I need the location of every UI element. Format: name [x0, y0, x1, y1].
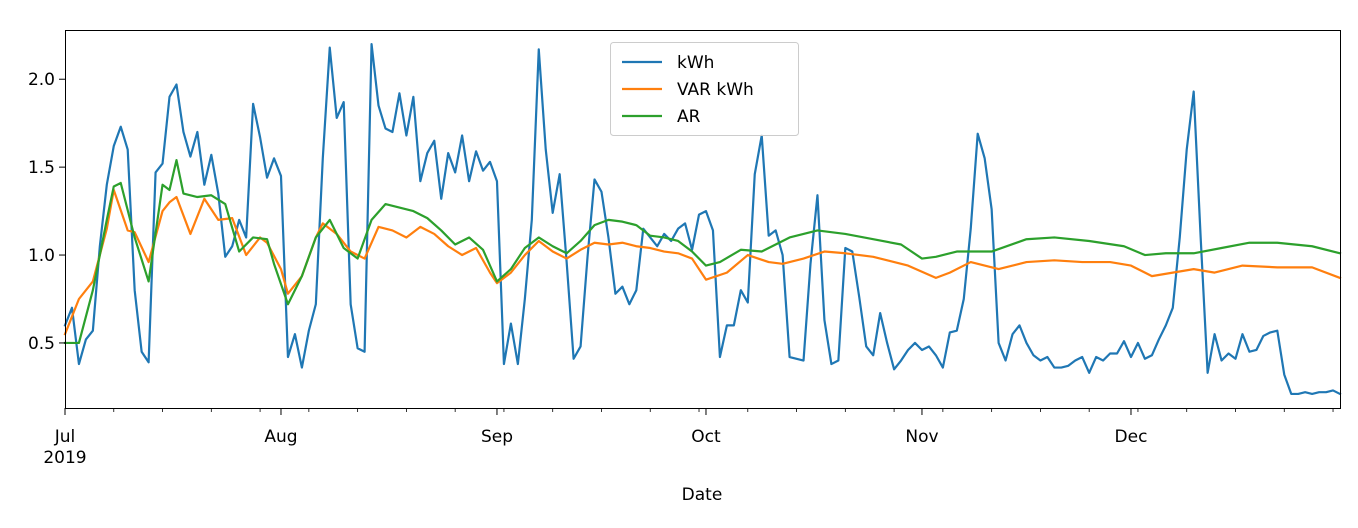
x-tick-label: Jul — [54, 427, 76, 447]
legend-label: kWh — [677, 53, 714, 73]
x-tick-label: Aug — [264, 427, 297, 447]
y-tick-label: 0.5 — [28, 334, 55, 354]
y-axis: 0.5 1.0 1.5 2.0 — [28, 70, 65, 354]
x-tick-label: Nov — [905, 427, 938, 447]
x-tick-sublabel: 2019 — [43, 448, 86, 468]
legend-label: VAR kWh — [677, 80, 754, 100]
series-line-var-kwh — [63, 188, 1342, 336]
y-tick-label: 2.0 — [28, 70, 55, 90]
legend-label: AR — [677, 107, 701, 127]
series-line-kwh — [63, 42, 1342, 396]
x-axis-label: Date — [682, 485, 723, 505]
y-tick-label: 1.5 — [28, 158, 55, 178]
series-line-ar — [63, 159, 1342, 345]
y-tick-label: 1.0 — [28, 246, 55, 266]
axes-frame — [65, 30, 1341, 409]
x-tick-label: Oct — [691, 427, 721, 447]
legend: kWh VAR kWh AR — [610, 42, 799, 136]
legend-box — [610, 42, 799, 136]
x-tick-label: Dec — [1115, 427, 1148, 447]
x-tick-label: Sep — [481, 427, 513, 447]
series-layer — [63, 42, 1342, 396]
